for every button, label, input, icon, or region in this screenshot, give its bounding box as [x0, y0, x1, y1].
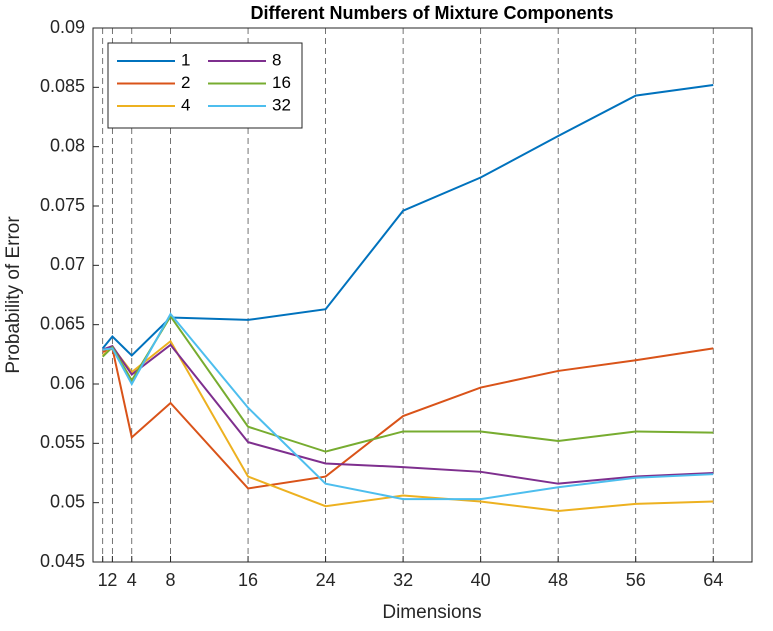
y-tick-label: 0.08 [50, 135, 85, 155]
x-tick-label: 64 [703, 570, 723, 590]
legend-label: 16 [272, 73, 291, 92]
legend-label: 1 [181, 50, 190, 69]
data-line [101, 83, 714, 357]
x-tick-label: 24 [316, 570, 336, 590]
data-line [102, 347, 714, 490]
data-line [102, 312, 714, 501]
x-axis-label: Dimensions [382, 602, 481, 623]
y-tick-label: 0.055 [40, 432, 85, 452]
legend-label: 2 [181, 73, 190, 92]
y-tick-label: 0.085 [40, 76, 85, 96]
y-tick-label: 0.09 [50, 17, 85, 37]
axes-box [92, 27, 753, 563]
y-axis-label: Probability of Error [3, 216, 24, 374]
y-tick-label: 0.05 [50, 491, 85, 511]
y-tick-label: 0.075 [40, 195, 85, 215]
legend-label: 8 [272, 50, 281, 69]
x-tick-label: 16 [238, 570, 258, 590]
data-line [101, 314, 714, 453]
y-tick-label: 0.045 [40, 551, 85, 571]
x-tick-label: 40 [471, 570, 491, 590]
x-tick-label: 2 [107, 570, 117, 590]
x-tick-label: 8 [166, 570, 176, 590]
chart-title: Different Numbers of Mixture Components [250, 3, 613, 23]
y-tick-label: 0.07 [50, 254, 85, 274]
y-tick-label: 0.065 [40, 313, 85, 333]
legend-label: 4 [181, 95, 190, 114]
x-tick-label: 1 [98, 570, 108, 590]
x-tick-label: 56 [626, 570, 646, 590]
x-tick-label: 48 [548, 570, 568, 590]
x-tick-label: 32 [393, 570, 413, 590]
x-tick-label: 4 [127, 570, 137, 590]
y-tick-label: 0.06 [50, 373, 85, 393]
legend-label: 32 [272, 95, 291, 114]
legend-box [107, 42, 303, 129]
data-line [102, 343, 714, 485]
